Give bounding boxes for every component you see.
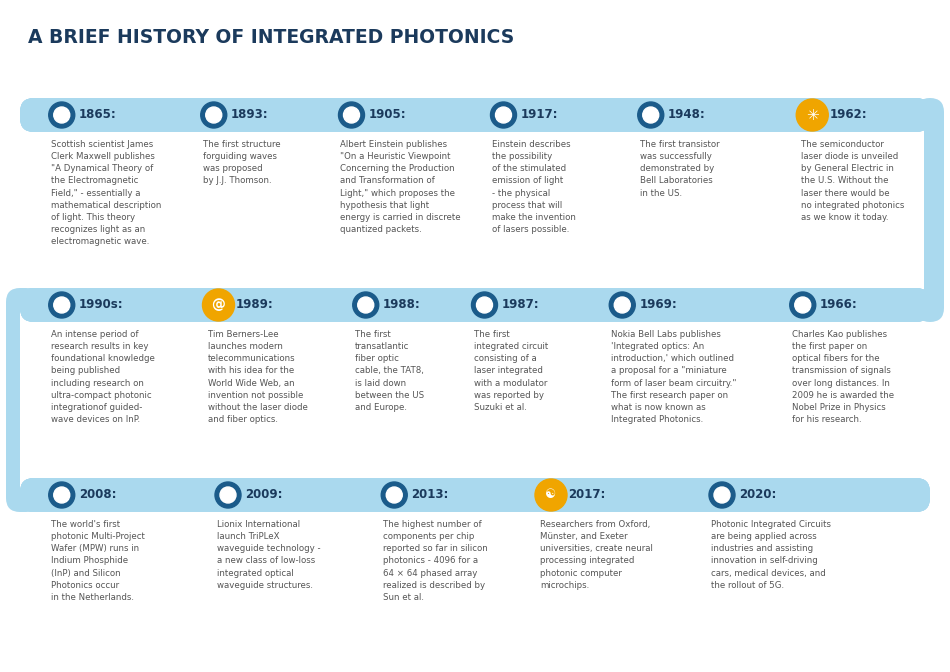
Circle shape	[795, 297, 810, 313]
Text: 2009:: 2009:	[245, 489, 282, 501]
Text: 1987:: 1987:	[502, 298, 540, 312]
Text: The first
transatlantic
fiber optic
cable, the TAT8,
is laid down
between the US: The first transatlantic fiber optic cabl…	[354, 330, 424, 412]
Circle shape	[490, 102, 517, 128]
Text: The semiconductor
laser diode is unveiled
by General Electric in
the U.S. Withou: The semiconductor laser diode is unveile…	[801, 140, 904, 222]
FancyBboxPatch shape	[6, 288, 40, 512]
Text: 1990s:: 1990s:	[79, 298, 124, 312]
Circle shape	[202, 289, 235, 321]
Circle shape	[387, 487, 402, 503]
Text: Charles Kao publishes
the first paper on
optical fibers for the
transmission of : Charles Kao publishes the first paper on…	[791, 330, 894, 424]
Circle shape	[352, 292, 379, 318]
Text: 1962:: 1962:	[829, 108, 866, 122]
Circle shape	[48, 292, 75, 318]
Text: 1905:: 1905:	[369, 108, 407, 122]
Text: The first structure
forguiding waves
was proposed
by J.J. Thomson.: The first structure forguiding waves was…	[202, 140, 280, 185]
Circle shape	[496, 107, 511, 123]
FancyBboxPatch shape	[20, 98, 930, 132]
Text: The first transistor
was successfully
demonstrated by
Bell Laboratories
in the U: The first transistor was successfully de…	[639, 140, 719, 198]
FancyBboxPatch shape	[20, 478, 930, 512]
Bar	[916, 112, 924, 308]
Text: 1865:: 1865:	[79, 108, 117, 122]
Circle shape	[215, 482, 241, 508]
Circle shape	[714, 487, 730, 503]
Text: Tim Berners-Lee
launches modern
telecommunications
with his idea for the
World W: Tim Berners-Lee launches modern telecomm…	[207, 330, 308, 424]
Text: 1988:: 1988:	[383, 298, 421, 312]
Circle shape	[220, 487, 236, 503]
Text: 2013:: 2013:	[411, 489, 448, 501]
Circle shape	[535, 479, 567, 511]
Circle shape	[48, 102, 75, 128]
Circle shape	[643, 107, 658, 123]
Text: Albert Einstein publishes
"On a Heuristic Viewpoint
Concerning the Production
an: Albert Einstein publishes "On a Heuristi…	[340, 140, 461, 234]
Text: 2020:: 2020:	[739, 489, 776, 501]
Circle shape	[471, 292, 498, 318]
Text: ✳: ✳	[806, 108, 819, 122]
Text: The world's first
photonic Multi-Project
Wafer (MPW) runs in
Indium Phosphide
(I: The world's first photonic Multi-Project…	[50, 520, 144, 602]
Bar	[20, 302, 48, 498]
Text: 1948:: 1948:	[668, 108, 706, 122]
FancyBboxPatch shape	[20, 98, 930, 132]
Circle shape	[200, 102, 227, 128]
Text: A BRIEF HISTORY OF INTEGRATED PHOTONICS: A BRIEF HISTORY OF INTEGRATED PHOTONICS	[28, 28, 514, 47]
Text: 1893:: 1893:	[231, 108, 268, 122]
FancyBboxPatch shape	[20, 478, 930, 512]
Text: Researchers from Oxford,
Münster, and Exeter
universities, create neural
process: Researchers from Oxford, Münster, and Ex…	[540, 520, 653, 590]
Circle shape	[609, 292, 636, 318]
Circle shape	[477, 297, 492, 313]
Circle shape	[358, 297, 373, 313]
Text: 1917:: 1917:	[521, 108, 558, 122]
Circle shape	[48, 482, 75, 508]
Text: The first
integrated circuit
consisting of a
laser integrated
with a modulator
w: The first integrated circuit consisting …	[473, 330, 548, 412]
FancyBboxPatch shape	[20, 288, 930, 322]
Circle shape	[637, 102, 664, 128]
Text: 1969:: 1969:	[639, 298, 677, 312]
Text: 1989:: 1989:	[236, 298, 274, 312]
Text: The highest number of
components per chip
reported so far in silicon
photonics -: The highest number of components per chi…	[383, 520, 488, 602]
Circle shape	[338, 102, 365, 128]
Text: 2008:: 2008:	[79, 489, 116, 501]
Circle shape	[709, 482, 735, 508]
Text: Einstein describes
the possibility
of the stimulated
emission of light
- the phy: Einstein describes the possibility of th…	[492, 140, 577, 234]
Text: An intense period of
research results in key
foundational knowledge
being publis: An intense period of research results in…	[50, 330, 155, 424]
Text: Lionix International
launch TriPLeX
waveguide technology -
a new class of low-lo: Lionix International launch TriPLeX wave…	[217, 520, 320, 590]
FancyBboxPatch shape	[20, 288, 930, 322]
Circle shape	[54, 107, 69, 123]
Circle shape	[796, 99, 828, 131]
Text: Scottish scientist James
Clerk Maxwell publishes
"A Dynamical Theory of
the Elec: Scottish scientist James Clerk Maxwell p…	[50, 140, 162, 246]
Circle shape	[615, 297, 630, 313]
Text: Nokia Bell Labs publishes
'Integrated optics: An
introduction,' which outlined
a: Nokia Bell Labs publishes 'Integrated op…	[611, 330, 737, 424]
Text: @: @	[212, 298, 225, 312]
Circle shape	[789, 292, 816, 318]
FancyBboxPatch shape	[916, 98, 944, 322]
Text: 2017:: 2017:	[568, 489, 605, 501]
Text: 1966:: 1966:	[820, 298, 858, 312]
FancyBboxPatch shape	[20, 478, 930, 512]
FancyBboxPatch shape	[20, 98, 930, 132]
Circle shape	[206, 107, 221, 123]
Circle shape	[344, 107, 359, 123]
Circle shape	[381, 482, 408, 508]
Circle shape	[54, 297, 69, 313]
Circle shape	[54, 487, 69, 503]
FancyBboxPatch shape	[20, 288, 930, 322]
Text: Photonic Integrated Circuits
are being applied across
industries and assisting
i: Photonic Integrated Circuits are being a…	[711, 520, 831, 590]
Text: ☯: ☯	[545, 489, 557, 501]
